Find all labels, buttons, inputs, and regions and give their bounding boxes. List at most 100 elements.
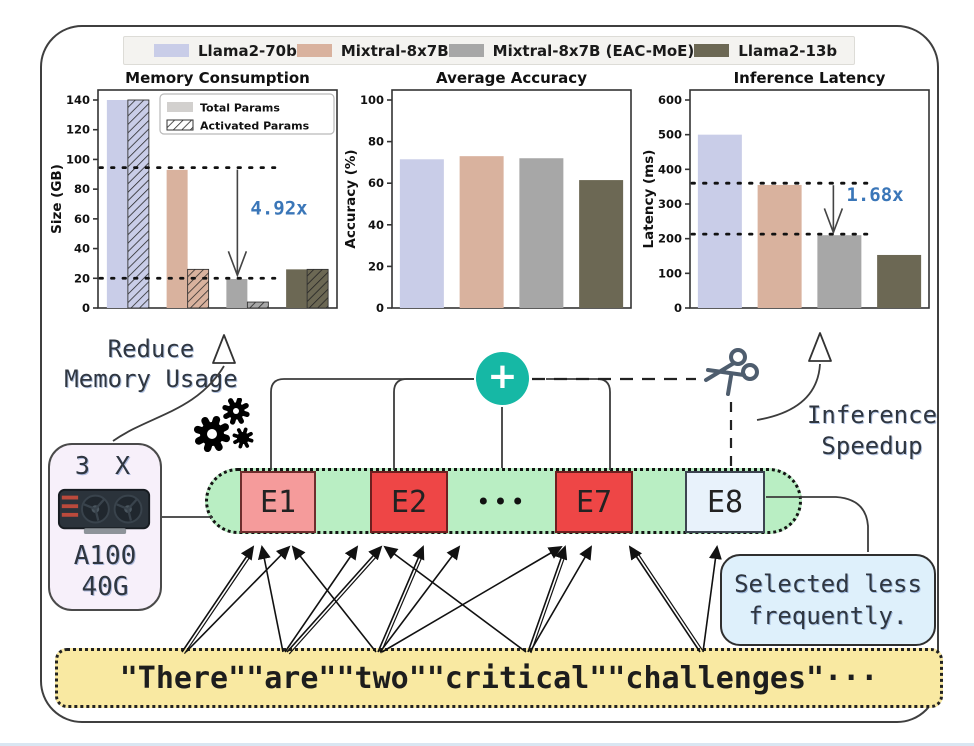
legend-label: Llama2-13b [738, 41, 838, 60]
y-tick-label: 40 [368, 218, 384, 232]
y-tick-label: 20 [368, 259, 384, 273]
y-axis-label: Accuracy (%) [343, 149, 359, 248]
bar-activated-hatch [187, 268, 210, 309]
chart-memory-consumption: Memory Consumption Size (GB) 0 20 40 60 80 100 1… [48, 68, 343, 324]
bar-Llama2-70b [399, 159, 444, 308]
legend-item-2: Mixtral-8x7B (EAC-MoE) [448, 41, 695, 60]
y-tick-label: 300 [658, 197, 682, 211]
y-tick-label: 60 [368, 176, 384, 190]
token-text: "There""are""two""critical""challenges"·… [119, 660, 879, 696]
annotation-arrow-head [227, 251, 248, 278]
gear [193, 415, 231, 453]
plot-border [97, 89, 338, 309]
y-tick-label: 60 [74, 212, 90, 226]
y-tick-label: 40 [74, 242, 90, 256]
y-tick-label: 100 [66, 152, 90, 166]
y-tick-label: 600 [658, 93, 682, 107]
gear-icon [193, 398, 254, 453]
chart-svg: Memory Consumption Size (GB) 0 20 40 60 80 100 1… [49, 69, 338, 315]
y-tick-label: 120 [66, 123, 90, 137]
chart-svg: Average Accuracy Accuracy (%) 0 20 40 60 80 100 [343, 69, 632, 315]
bar-Mixtral-8x7B (EAC-MoE) [817, 235, 862, 308]
legend-swatch [448, 44, 484, 57]
gear [222, 398, 250, 425]
y-tick-label: 0 [376, 301, 384, 315]
y-tick-label: 80 [74, 182, 90, 196]
token-box: "There""are""two""critical""challenges"·… [55, 648, 943, 708]
scissors-icon [704, 348, 759, 396]
expert-box-e2: E2 [370, 471, 448, 533]
reduce-memory-line2: Memory Usage [64, 365, 238, 393]
annotation-ratio-label: 1.68x [846, 184, 903, 206]
bar-Mixtral-8x7B [757, 184, 802, 308]
bar-total-Mixtral-8x7B (EAC-MoE) [226, 279, 248, 308]
y-tick-label: 20 [74, 271, 90, 285]
expert-box-e8: E8 [685, 471, 765, 533]
chart-title: Inference Latency [734, 69, 886, 87]
expert-box-e1: E1 [240, 471, 316, 533]
y-axis-label: Size (GB) [49, 164, 65, 234]
bar-Llama2-70b [697, 134, 742, 308]
bar-Llama2-13b [579, 180, 624, 308]
inner-legend-label: Total Params [200, 102, 280, 115]
note-line1: Selected less [734, 569, 922, 598]
inference-speedup-line1: Inference [806, 401, 938, 429]
legend-swatch [154, 44, 189, 57]
bar-Llama2-13b [877, 254, 922, 308]
legend-item-1: Mixtral-8x7B [296, 41, 449, 60]
y-tick-label: 400 [658, 162, 682, 176]
gpu-model-label: A100 [73, 540, 137, 571]
expert-box-e7: E7 [555, 471, 633, 533]
bar-Mixtral-8x7B [459, 156, 504, 308]
inner-legend-swatch [166, 119, 194, 131]
note-line2: frequently. [748, 602, 908, 630]
y-axis-label: Latency (ms) [641, 150, 657, 249]
inner-legend-label: Activated Params [200, 120, 310, 133]
figure-legend: Llama2-70b Mixtral-8x7B Mixtral-8x7B (EAC-… [123, 36, 855, 65]
gpu-box: 3 X A100 40G [48, 443, 162, 611]
gear [232, 427, 254, 449]
chart-title: Memory Consumption [125, 69, 310, 87]
inference-speedup-line2: Speedup [821, 432, 923, 461]
bar-total-Mixtral-8x7B [166, 169, 188, 308]
reduce-memory-line1: Reduce [107, 335, 195, 363]
reduce-memory-label: Reduce Memory Usage [44, 334, 258, 394]
legend-label: Llama2-70b [198, 41, 297, 60]
legend-label: Mixtral-8x7B (EAC-MoE) [492, 41, 695, 60]
gpu-image [57, 489, 151, 535]
y-tick-label: 140 [66, 93, 90, 107]
chart-average-accuracy: Average Accuracy Accuracy (%) 0 20 40 60 80 100 [342, 68, 637, 324]
bottom-strip [0, 743, 974, 746]
inference-speedup-label: Inference Speedup [786, 400, 958, 462]
plus-merge-icon: + [476, 352, 529, 405]
chart-title: Average Accuracy [436, 69, 587, 87]
annotation-ratio-label: 4.92x [250, 197, 307, 219]
legend-label: Mixtral-8x7B [340, 41, 449, 60]
y-tick-label: 0 [674, 301, 682, 315]
bar-activated-hatch [127, 99, 150, 309]
bar-Mixtral-8x7B (EAC-MoE) [519, 158, 564, 308]
plot-border [689, 89, 930, 309]
bar-activated-hatch [246, 301, 269, 309]
y-tick-label: 100 [658, 266, 682, 280]
y-tick-label: 0 [82, 301, 90, 315]
note-selected-less: Selected less frequently. [720, 554, 936, 646]
bar-activated-hatch [306, 268, 329, 309]
y-tick-label: 100 [360, 93, 384, 107]
legend-item-0: Llama2-70b [154, 42, 297, 60]
plot-border [391, 89, 632, 309]
bar-total-Llama2-13b [286, 269, 308, 308]
gpu-memory-label: 40G [81, 571, 129, 602]
legend-item-3: Llama2-13b [694, 42, 837, 60]
gpu-count-label: 3 X [74, 451, 136, 480]
y-tick-label: 200 [658, 232, 682, 246]
inner-legend-box [159, 93, 335, 135]
bar-total-Llama2-70b [106, 100, 128, 308]
inner-legend-swatch [167, 102, 193, 112]
chart-inference-latency: Inference Latency Latency (ms) 0 100 200 300 4… [640, 68, 935, 324]
annotation-arrow-head [823, 208, 844, 235]
legend-swatch [694, 44, 730, 57]
y-tick-label: 500 [658, 128, 682, 142]
plus-symbol: + [487, 356, 518, 397]
